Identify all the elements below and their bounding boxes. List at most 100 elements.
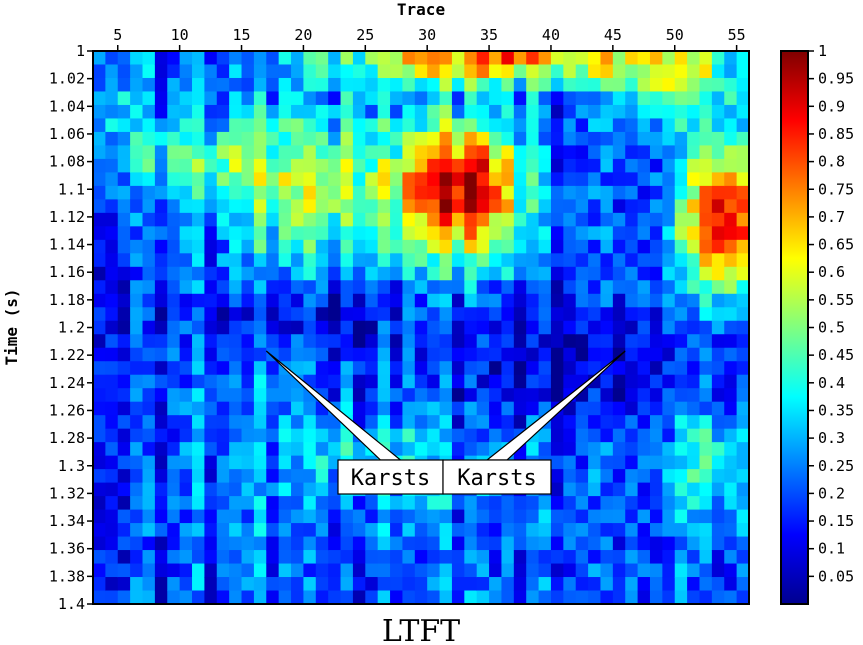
heatmap-cell: [216, 51, 230, 66]
heatmap-cell: [501, 172, 515, 187]
heatmap-cell: [724, 469, 738, 484]
heatmap-cell: [105, 104, 119, 120]
heatmap-cell: [266, 199, 280, 214]
heatmap-cell: [414, 145, 428, 160]
heatmap-cell: [266, 563, 280, 578]
heatmap-cell: [204, 104, 218, 120]
heatmap-cell: [253, 280, 267, 295]
heatmap-cell: [439, 185, 453, 200]
heatmap-cell: [414, 388, 428, 403]
heatmap-cell: [625, 388, 639, 403]
heatmap-cell: [451, 590, 465, 604]
y-tick-label: 1: [76, 42, 85, 60]
heatmap-cell: [736, 239, 749, 254]
heatmap-cell: [93, 226, 106, 241]
heatmap-cell: [687, 469, 701, 484]
heatmap-cell: [365, 91, 379, 106]
heatmap-cell: [229, 415, 243, 430]
heatmap-cell: [464, 91, 478, 106]
heatmap-cell: [142, 469, 156, 484]
heatmap-cell: [167, 347, 181, 362]
heatmap-cell: [612, 455, 626, 470]
heatmap-cell: [365, 590, 379, 604]
heatmap-cell: [662, 104, 676, 120]
heatmap-cell: [377, 361, 391, 376]
heatmap-cell: [439, 104, 453, 120]
heatmap-cell: [414, 347, 428, 362]
heatmap-cell: [179, 334, 193, 349]
heatmap-cell: [154, 51, 168, 66]
heatmap-cell: [674, 212, 688, 227]
heatmap-cell: [216, 509, 230, 524]
heatmap-cell: [390, 91, 404, 106]
heatmap-cell: [414, 509, 428, 524]
heatmap-cell: [365, 550, 379, 565]
heatmap-cell: [93, 509, 106, 524]
heatmap-cell: [538, 51, 552, 66]
heatmap-cell: [241, 455, 255, 470]
heatmap-cell: [377, 158, 391, 173]
heatmap-cell: [563, 523, 577, 538]
heatmap-cell: [563, 280, 577, 295]
heatmap-cell: [303, 334, 317, 349]
heatmap-cell: [204, 550, 218, 565]
heatmap-cell: [674, 563, 688, 578]
heatmap-cell: [93, 361, 106, 376]
heatmap-cell: [427, 590, 441, 604]
heatmap-cell: [575, 64, 589, 79]
heatmap-cell: [291, 158, 305, 173]
heatmap-cell: [513, 590, 527, 604]
annotation-label: Karsts: [351, 466, 430, 491]
heatmap-cell: [625, 91, 639, 106]
heatmap-cell: [451, 550, 465, 565]
heatmap-cell: [93, 455, 106, 470]
heatmap-cell: [253, 293, 267, 308]
heatmap-cell: [464, 590, 478, 604]
heatmap-cell: [278, 401, 292, 416]
heatmap-cell: [649, 509, 663, 524]
heatmap-cell: [154, 415, 168, 430]
heatmap-cell: [575, 104, 589, 120]
heatmap-cell: [513, 401, 527, 416]
heatmap-cell: [253, 334, 267, 349]
heatmap-cell: [575, 280, 589, 295]
heatmap-cell: [266, 320, 280, 335]
heatmap-cell: [476, 64, 490, 79]
heatmap-cell: [179, 51, 193, 66]
heatmap-cell: [130, 374, 144, 389]
heatmap-cell: [625, 442, 639, 457]
heatmap-cell: [550, 199, 564, 214]
heatmap-cell: [625, 563, 639, 578]
heatmap-cell: [489, 158, 503, 173]
heatmap-cell: [538, 131, 552, 147]
heatmap-cell: [192, 253, 205, 268]
heatmap-cell: [489, 523, 503, 538]
heatmap-cell: [550, 77, 564, 93]
heatmap-cell: [662, 415, 676, 430]
heatmap-cell: [192, 64, 205, 79]
heatmap-cell: [167, 388, 181, 403]
heatmap-cell: [266, 77, 280, 93]
heatmap-cell: [439, 307, 453, 322]
heatmap-cell: [427, 131, 441, 147]
heatmap-cell: [253, 239, 267, 254]
heatmap-cell: [612, 199, 626, 214]
heatmap-cell: [600, 523, 614, 538]
heatmap-cell: [130, 172, 144, 187]
heatmap-cell: [204, 239, 218, 254]
colorbar-tick-label: 0.4: [818, 374, 845, 392]
heatmap-cell: [328, 293, 342, 308]
heatmap-cell: [649, 496, 663, 511]
heatmap-cell: [649, 590, 663, 604]
heatmap-cell: [105, 577, 119, 592]
heatmap-cell: [303, 118, 317, 133]
heatmap-cell: [612, 482, 626, 497]
colorbar-ticks: 10.950.90.850.80.750.70.650.60.550.50.45…: [808, 42, 854, 585]
heatmap-cell: [130, 550, 144, 565]
heatmap-cell: [674, 334, 688, 349]
heatmap-cell: [278, 347, 292, 362]
heatmap-cell: [600, 550, 614, 565]
heatmap-cell: [612, 334, 626, 349]
heatmap-cell: [192, 307, 205, 322]
heatmap-cell: [711, 388, 725, 403]
